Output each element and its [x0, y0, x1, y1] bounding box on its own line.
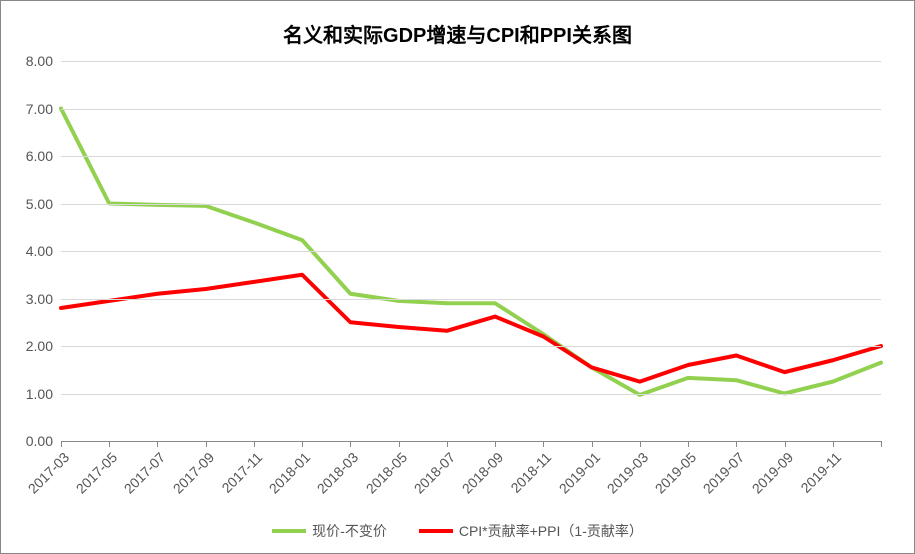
plot-area: 0.001.002.003.004.005.006.007.008.002017…	[61, 61, 881, 441]
gridline	[61, 346, 881, 347]
x-tick-label: 2017-03	[25, 449, 73, 497]
x-tick-label: 2018-03	[314, 449, 362, 497]
legend-label-2: CPI*贡献率+PPI（1-贡献率）	[459, 521, 643, 541]
y-tick-label: 2.00	[26, 338, 53, 354]
x-tick	[447, 441, 448, 447]
x-tick-label: 2017-09	[169, 449, 217, 497]
x-tick	[495, 441, 496, 447]
x-tick	[302, 441, 303, 447]
x-tick	[206, 441, 207, 447]
x-tick	[592, 441, 593, 447]
x-tick-label: 2017-11	[218, 449, 265, 496]
x-tick-label: 2019-09	[748, 449, 796, 497]
x-tick	[157, 441, 158, 447]
gridline	[61, 394, 881, 395]
x-tick	[736, 441, 737, 447]
x-tick	[399, 441, 400, 447]
y-tick-label: 8.00	[26, 53, 53, 69]
y-tick-label: 0.00	[26, 433, 53, 449]
x-tick	[543, 441, 544, 447]
x-tick-label: 2019-05	[652, 449, 700, 497]
legend-item-series-2: CPI*贡献率+PPI（1-贡献率）	[419, 521, 643, 541]
gridline	[61, 441, 881, 442]
x-tick	[688, 441, 689, 447]
legend-item-series-1: 现价-不变价	[272, 521, 387, 541]
gridline	[61, 156, 881, 157]
y-tick-label: 3.00	[26, 291, 53, 307]
y-tick-label: 1.00	[26, 386, 53, 402]
x-tick-label: 2017-07	[121, 449, 169, 497]
x-tick-label: 2019-07	[700, 449, 748, 497]
x-tick-label: 2018-09	[459, 449, 507, 497]
legend-swatch-2	[419, 529, 453, 533]
x-tick-label: 2019-11	[797, 449, 844, 496]
x-tick-label: 2019-03	[603, 449, 651, 497]
x-tick-label: 2018-07	[411, 449, 459, 497]
x-tick	[61, 441, 62, 447]
legend-swatch-1	[272, 529, 306, 533]
gridline	[61, 299, 881, 300]
gridline	[61, 251, 881, 252]
y-tick-label: 6.00	[26, 148, 53, 164]
legend: 现价-不变价 CPI*贡献率+PPI（1-贡献率）	[1, 521, 914, 541]
chart-title: 名义和实际GDP增速与CPI和PPI关系图	[1, 1, 914, 56]
x-tick	[785, 441, 786, 447]
gridline	[61, 61, 881, 62]
x-tick-label: 2018-11	[508, 449, 555, 496]
chart-container: 名义和实际GDP增速与CPI和PPI关系图 0.001.002.003.004.…	[0, 0, 915, 554]
legend-label-1: 现价-不变价	[312, 521, 387, 541]
x-tick-label: 2017-05	[73, 449, 121, 497]
gridline	[61, 109, 881, 110]
x-tick	[109, 441, 110, 447]
x-tick	[350, 441, 351, 447]
y-tick-label: 5.00	[26, 196, 53, 212]
x-tick-label: 2019-01	[555, 449, 603, 497]
x-tick	[881, 441, 882, 447]
x-tick	[254, 441, 255, 447]
x-tick-label: 2018-01	[266, 449, 314, 497]
x-tick	[833, 441, 834, 447]
series-line	[61, 275, 881, 382]
y-tick-label: 7.00	[26, 101, 53, 117]
gridline	[61, 204, 881, 205]
x-tick	[640, 441, 641, 447]
x-tick-label: 2018-05	[362, 449, 410, 497]
y-tick-label: 4.00	[26, 243, 53, 259]
